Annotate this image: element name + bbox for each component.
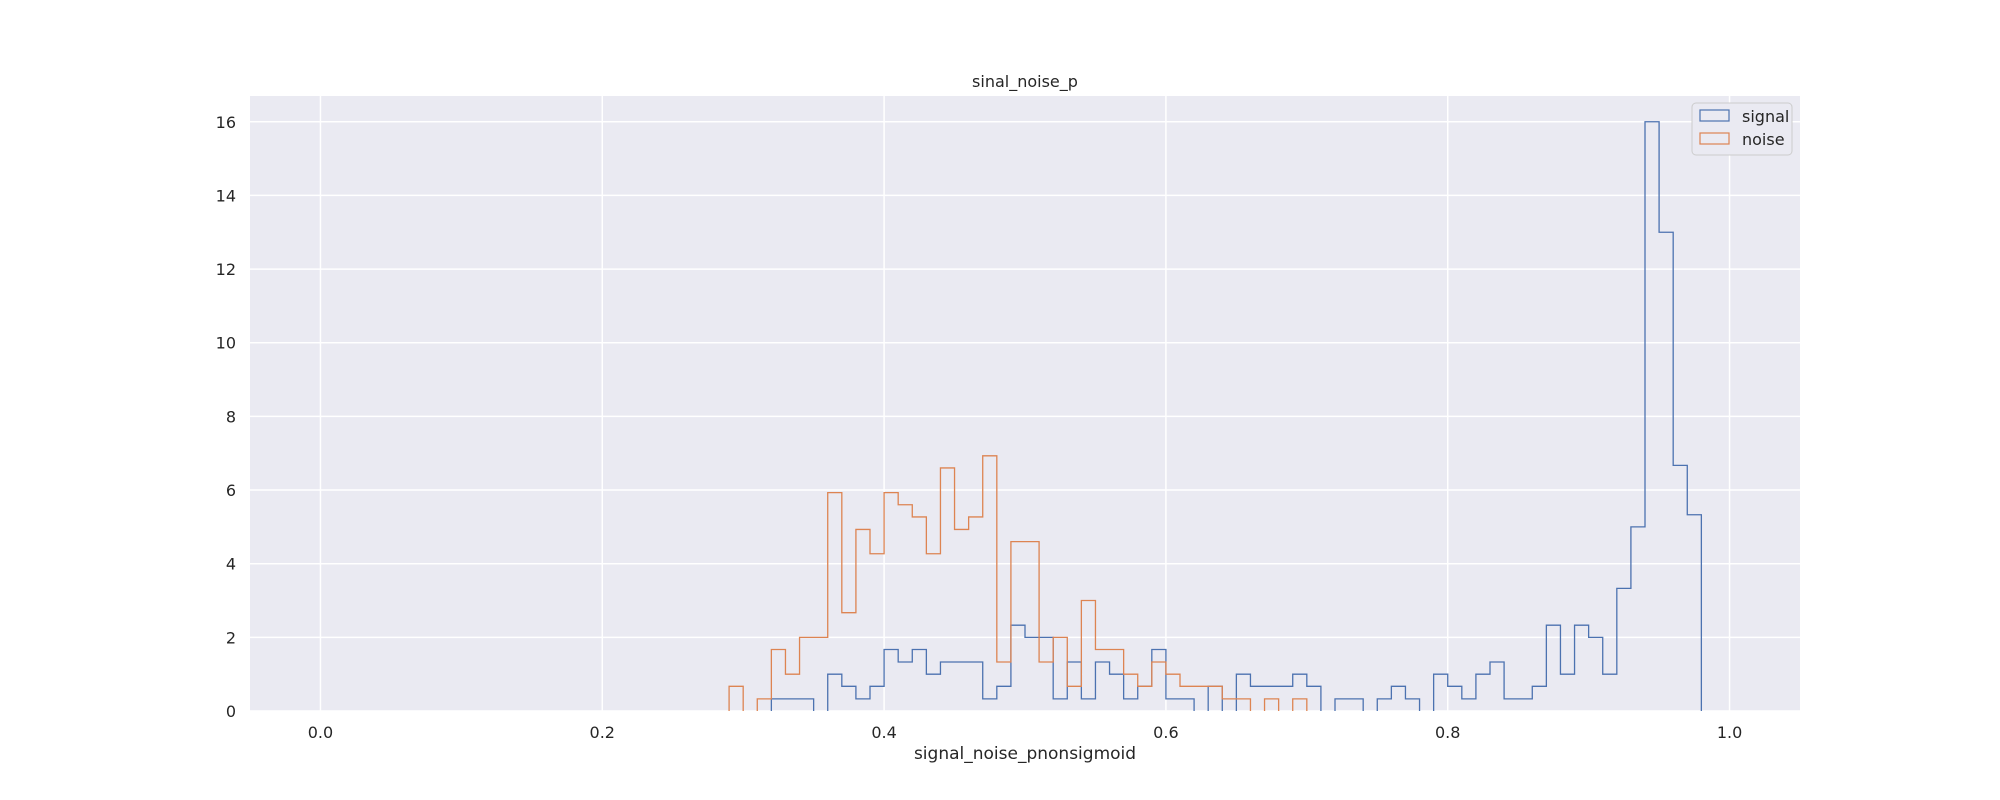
legend-swatch-noise [1699, 132, 1730, 145]
x-tick-label: 0.4 [871, 723, 896, 742]
y-tick-label: 6 [226, 481, 236, 500]
legend-label-signal: signal [1742, 107, 1789, 126]
y-tick-label: 16 [216, 113, 236, 132]
y-tick-label: 8 [226, 407, 236, 426]
legend-swatch-signal [1699, 109, 1730, 122]
y-tick-label: 0 [226, 702, 236, 721]
chart-title: sinal_noise_p [972, 72, 1078, 92]
legend: signal noise [1691, 102, 1793, 156]
series-layer [728, 121, 1703, 711]
x-axis-label: signal_noise_pnonsigmoid [914, 744, 1136, 764]
grid [250, 96, 1800, 712]
x-tick-label: 1.0 [1717, 723, 1742, 742]
y-tick-label: 12 [216, 260, 236, 279]
x-tick-label: 0.2 [590, 723, 615, 742]
x-tick-label: 0.8 [1435, 723, 1460, 742]
y-tick-label: 2 [226, 628, 236, 647]
plot-background [250, 96, 1800, 711]
y-tick-label: 14 [216, 186, 236, 205]
y-tick-label: 4 [226, 555, 236, 574]
y-tick-label: 10 [216, 334, 236, 353]
x-tick-label: 0.0 [308, 723, 333, 742]
legend-box [1691, 102, 1793, 156]
x-tick-label: 0.6 [1153, 723, 1178, 742]
tick-labels: 0.0 0.2 0.4 0.6 0.8 1.0 0 2 4 6 8 10 12 14 16 [216, 113, 1743, 742]
legend-label-noise: noise [1742, 130, 1785, 149]
series-noise-step [728, 455, 1308, 711]
